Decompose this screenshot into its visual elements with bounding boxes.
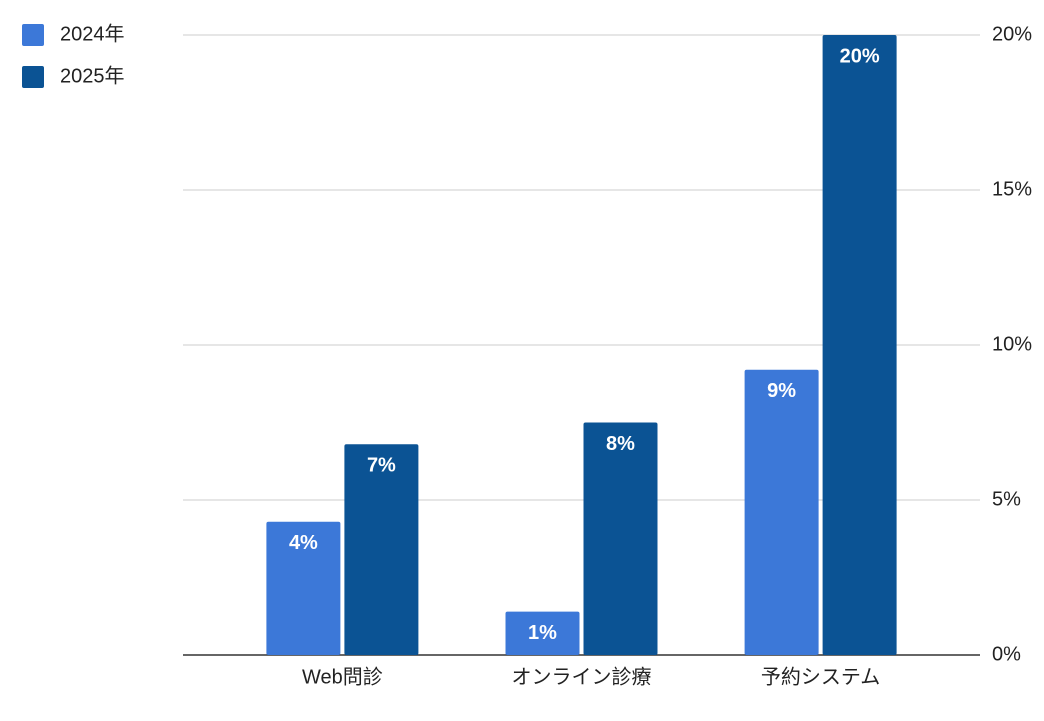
y-tick-label: 20%: [992, 23, 1032, 45]
y-tick-label: 5%: [992, 488, 1021, 510]
y-tick-label: 15%: [992, 178, 1032, 200]
legend-label: 2025年: [60, 64, 125, 87]
y-tick-label: 0%: [992, 643, 1021, 665]
data-label: 7%: [367, 454, 396, 476]
data-label: 1%: [528, 622, 557, 644]
legend-label: 2024年: [60, 22, 125, 45]
legend-swatch: [22, 24, 44, 46]
bar: [266, 521, 341, 655]
x-tick-label: 予約システム: [761, 665, 880, 688]
bar: [583, 422, 658, 655]
data-label: 8%: [606, 433, 635, 455]
legend-swatch: [22, 66, 44, 88]
bar: [505, 611, 580, 655]
bar: [344, 444, 419, 655]
bar: [744, 369, 819, 655]
bar: [822, 35, 897, 655]
x-tick-label: Web問診: [302, 665, 383, 688]
data-label: 20%: [840, 45, 880, 67]
data-label: 4%: [289, 532, 318, 554]
data-label: 9%: [767, 380, 796, 402]
x-tick-label: オンライン診療: [512, 665, 652, 688]
y-tick-label: 10%: [992, 333, 1032, 355]
